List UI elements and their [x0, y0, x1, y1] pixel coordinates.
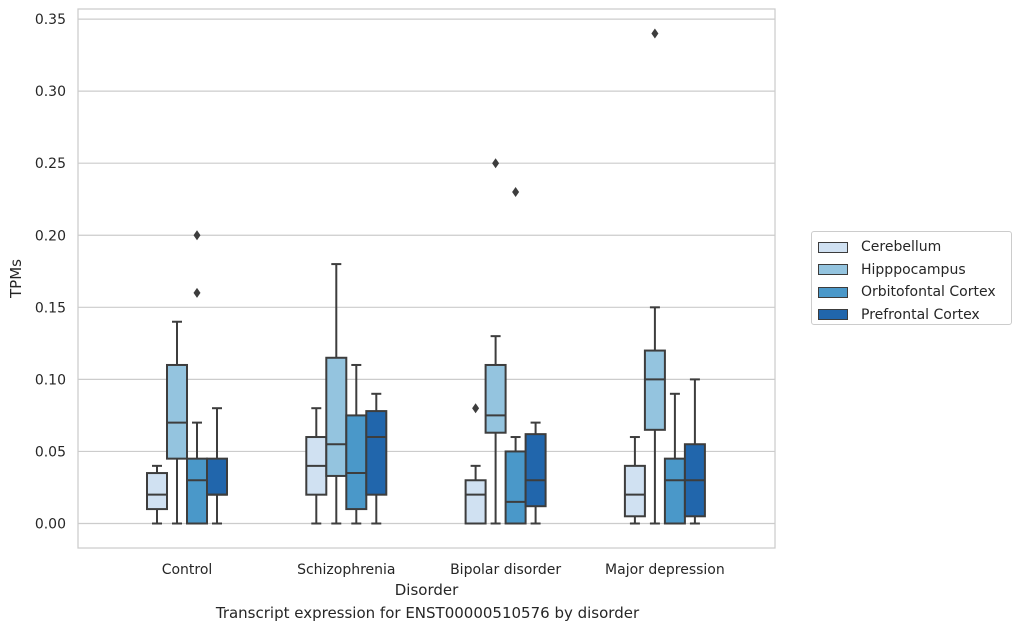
- legend-label-orbitofrontal-cortex: Orbitofontal Cortex: [861, 284, 996, 301]
- box-3-1: [365, 392, 388, 525]
- x-tick-label: Major depression: [605, 562, 725, 578]
- box-plot: 0.00 0.05 0.10 0.15 0.20 0.25 0.30 0.35 Control…: [7, 8, 776, 599]
- legend-item-cerebellum: Cerebellum: [818, 236, 1011, 259]
- y-tick-label: 0.25: [35, 156, 66, 172]
- x-tick-label: Bipolar disorder: [450, 562, 561, 578]
- box-1-2: [484, 158, 507, 525]
- legend-swatch-prefrontal-cortex: [818, 309, 848, 321]
- legend-label-hippocampus: Hipppocampus: [861, 261, 966, 278]
- outlier-point: [193, 287, 201, 298]
- outlier-point: [512, 187, 520, 198]
- y-tick-label: 0.00: [35, 517, 66, 533]
- boxes: [146, 28, 706, 525]
- box-2-0: [186, 230, 208, 525]
- outlier-point: [193, 230, 201, 241]
- box-2-1: [345, 363, 368, 525]
- legend-item-orbitofrontal-cortex: Orbitofontal Cortex: [818, 281, 1011, 304]
- box-0-3: [623, 436, 646, 525]
- y-tick-label: 0.35: [35, 12, 66, 28]
- outlier-point: [651, 28, 659, 39]
- box-3-3: [683, 378, 706, 525]
- legend-item-hippocampus: Hipppocampus: [818, 259, 1011, 282]
- y-tick-label: 0.10: [35, 372, 66, 388]
- box-2-3: [663, 392, 686, 525]
- legend-swatch-cerebellum: [818, 241, 848, 253]
- plot-frame: [77, 8, 776, 549]
- box-1-3: [643, 28, 666, 525]
- legend-label-cerebellum: Cerebellum: [861, 239, 942, 256]
- y-tick-label: 0.05: [35, 444, 66, 460]
- y-tick-label: 0.30: [35, 84, 66, 100]
- legend-label-prefrontal-cortex: Prefrontal Cortex: [861, 306, 980, 323]
- box-iqr: [345, 414, 368, 511]
- box-2-2: [504, 187, 527, 525]
- outlier-point: [472, 403, 480, 414]
- y-tick-label: 0.20: [35, 228, 66, 244]
- box-1-1: [325, 263, 348, 525]
- box-iqr: [504, 450, 527, 525]
- box-iqr: [623, 464, 646, 518]
- y-tick-labels: 0.00 0.05 0.10 0.15 0.20 0.25 0.30 0.35: [35, 12, 66, 532]
- legend-swatch-orbitofrontal-cortex: [818, 286, 848, 298]
- box-0-1: [305, 407, 328, 525]
- box-3-2: [524, 421, 547, 525]
- chart-caption: Transcript expression for ENST0000051057…: [215, 604, 640, 622]
- box-iqr: [663, 457, 686, 525]
- box-iqr: [643, 349, 666, 431]
- x-tick-labels: Control Schizophrenia Bipolar disorder Majo…: [162, 562, 725, 578]
- x-axis-label: Disorder: [395, 581, 459, 599]
- box-0-0: [146, 464, 168, 525]
- box-iqr: [186, 457, 208, 525]
- x-tick-label: Schizophrenia: [297, 562, 395, 578]
- box-iqr: [325, 356, 348, 477]
- box-iqr: [524, 433, 547, 508]
- box-iqr: [146, 472, 168, 511]
- box-iqr: [206, 457, 228, 496]
- box-3-0: [206, 407, 228, 525]
- box-iqr: [166, 363, 188, 460]
- legend: Cerebellum Hipppocampus Orbitofontal Cor…: [811, 231, 1012, 325]
- box-iqr: [365, 410, 388, 496]
- box-iqr: [464, 479, 487, 525]
- legend-swatch-hippocampus: [818, 264, 848, 276]
- x-tick-label: Control: [162, 562, 213, 578]
- outlier-point: [492, 158, 500, 169]
- box-1-0: [166, 320, 188, 525]
- y-axis-label: TPMs: [7, 259, 25, 299]
- y-tick-label: 0.15: [35, 300, 66, 316]
- box-0-2: [464, 403, 487, 525]
- box-iqr: [484, 363, 507, 434]
- legend-item-prefrontal-cortex: Prefrontal Cortex: [818, 304, 1011, 327]
